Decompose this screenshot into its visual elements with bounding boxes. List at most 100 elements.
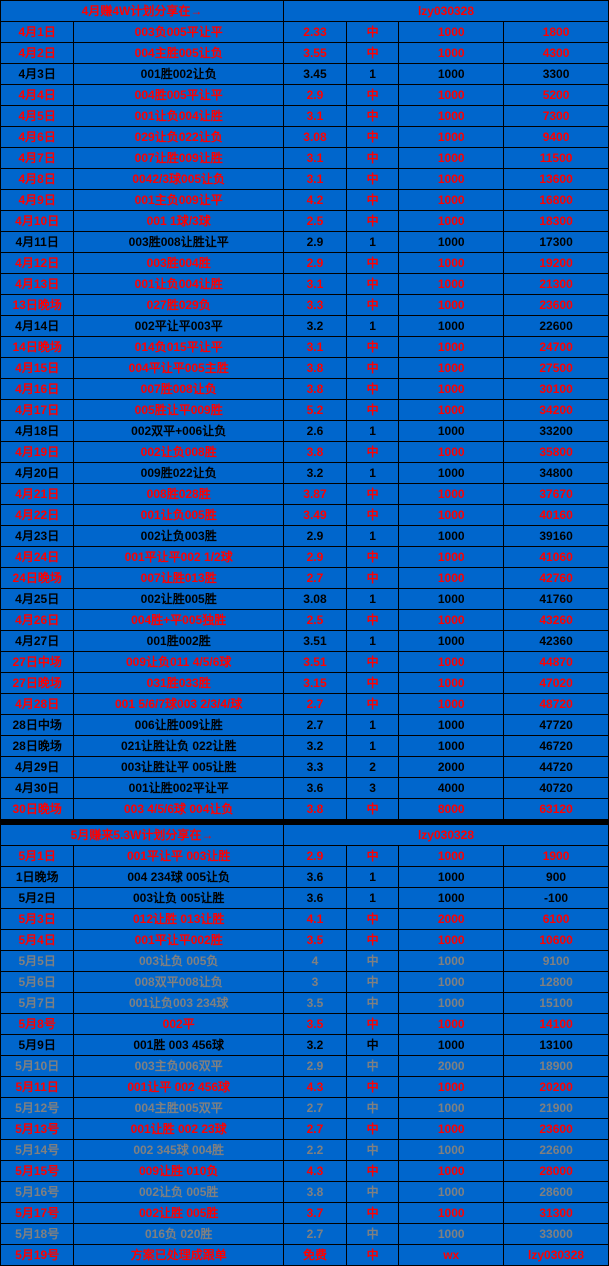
cell-bet: 002平 [74,1014,284,1035]
cell-date: 5月9日 [1,1035,74,1056]
cell-result: 1 [346,232,398,253]
cell-stake: 1000 [399,190,504,211]
cell-odds: 2.7 [284,715,347,736]
cell-result: 中 [346,190,398,211]
cell-total: 44720 [504,757,609,778]
cell-bet: 007让胜013胜 [74,568,284,589]
cell-total: 1900 [504,846,609,867]
cell-result: 1 [346,316,398,337]
cell-date: 4月5日 [1,106,74,127]
cell-result: 1 [346,867,398,888]
cell-bet: 003让负 005负 [74,951,284,972]
cell-stake: 1000 [399,22,504,43]
table-row: 4月3日001胜002让负3.45110003300 [1,64,609,85]
cell-date: 5月1日 [1,846,74,867]
cell-result: 中 [346,211,398,232]
cell-total: 44870 [504,652,609,673]
table-row: 5月10日003主负006双平2.9中200018900 [1,1056,609,1077]
cell-result: 3 [346,778,398,799]
cell-result: 中 [346,442,398,463]
cell-date: 14日晚场 [1,337,74,358]
cell-result: 中 [346,799,398,820]
cell-stake: 1000 [399,232,504,253]
cell-bet: 003让负 005让胜 [74,888,284,909]
table-row: 4月17日005胜让平009胜5.2中100034200 [1,400,609,421]
table-row: 28日中场006让胜009让胜2.71100047720 [1,715,609,736]
cell-result: 1 [346,589,398,610]
cell-result: 中 [346,43,398,64]
cell-total: 33000 [504,1224,609,1245]
cell-total: 4300 [504,43,609,64]
cell-odds: 3.87 [284,484,347,505]
cell-odds: 3.1 [284,274,347,295]
cell-result: 中 [346,930,398,951]
cell-date: 4月30日 [1,778,74,799]
table-row: 4月22日001让负005胜3.49中100040160 [1,505,609,526]
cell-bet: 003主负006双平 [74,1056,284,1077]
cell-date: 4月18日 [1,421,74,442]
cell-bet: 003 4/5/6球 004让负 [74,799,284,820]
cell-bet: 0042/3球005让负 [74,169,284,190]
cell-date: 5月19号 [1,1245,74,1266]
cell-odds: 2.7 [284,694,347,715]
cell-odds: 3.5 [284,1014,347,1035]
cell-bet: 008胜028胜 [74,484,284,505]
cell-stake: 1000 [399,1224,504,1245]
cell-total: 9100 [504,951,609,972]
cell-stake: 1000 [399,888,504,909]
cell-bet: 002让负008胜 [74,442,284,463]
table-row: 4月30日001让胜002平让平3.63400040720 [1,778,609,799]
cell-result: 中 [346,1182,398,1203]
cell-total: 42360 [504,631,609,652]
cell-bet: 001平让平002 1/2球 [74,547,284,568]
cell-bet: 001让负004让胜 [74,106,284,127]
cell-total: 16800 [504,190,609,211]
cell-result: 中 [346,1014,398,1035]
cell-result: 中 [346,610,398,631]
cell-total: 34200 [504,400,609,421]
table-row: 4月16日007胜008让负3.8中100030100 [1,379,609,400]
cell-date: 30日晚场 [1,799,74,820]
cell-stake: 2000 [399,909,504,930]
cell-result: 2 [346,757,398,778]
cell-result: 中 [346,85,398,106]
section-title: 5月赚来5.3W计划分享在→ [1,825,284,846]
cell-bet: 007胜008让负 [74,379,284,400]
table-row: 4月29日003让胜让平 005让胜3.32200044720 [1,757,609,778]
cell-stake: 8000 [399,799,504,820]
cell-odds: 4.3 [284,1077,347,1098]
cell-bet: 002让负 005胜 [74,1182,284,1203]
cell-bet: 016负 020胜 [74,1224,284,1245]
cell-odds: 5.2 [284,400,347,421]
cell-total: 47720 [504,715,609,736]
cell-date: 4月23日 [1,526,74,547]
table-row: 13日晚场027胜029负3.3中100023600 [1,295,609,316]
cell-date: 5月10日 [1,1056,74,1077]
cell-total: 12800 [504,972,609,993]
cell-bet: 001 5/6/7球003 2/3/4/球 [74,694,284,715]
cell-total: 35800 [504,442,609,463]
cell-odds: 3.2 [284,316,347,337]
cell-date: 27日晚场 [1,673,74,694]
table-row: 4月26日004胜+平005独胜2.5中100043260 [1,610,609,631]
cell-bet: 001让胜002平让平 [74,778,284,799]
cell-total: 900 [504,867,609,888]
cell-stake: 1000 [399,673,504,694]
cell-total: lzy030328 [504,1245,609,1266]
cell-total: 22600 [504,316,609,337]
cell-stake: 1000 [399,253,504,274]
cell-odds: 2.7 [284,1098,347,1119]
cell-stake: 1000 [399,951,504,972]
cell-stake: 1000 [399,930,504,951]
table-row: 4月28日001 5/6/7球003 2/3/4/球2.7中100048720 [1,694,609,715]
table-row: 5月6日008双平008让负3中100012800 [1,972,609,993]
cell-date: 4月8日 [1,169,74,190]
cell-total: 40720 [504,778,609,799]
cell-odds: 3.8 [284,358,347,379]
table-row: 4月13日001让负004让胜3.1中100021300 [1,274,609,295]
cell-total: 20200 [504,1077,609,1098]
table-row: 5月7日001让负003 234球3.5中100015100 [1,993,609,1014]
cell-odds: 3.1 [284,169,347,190]
cell-stake: wx [399,1245,504,1266]
cell-result: 中 [346,22,398,43]
